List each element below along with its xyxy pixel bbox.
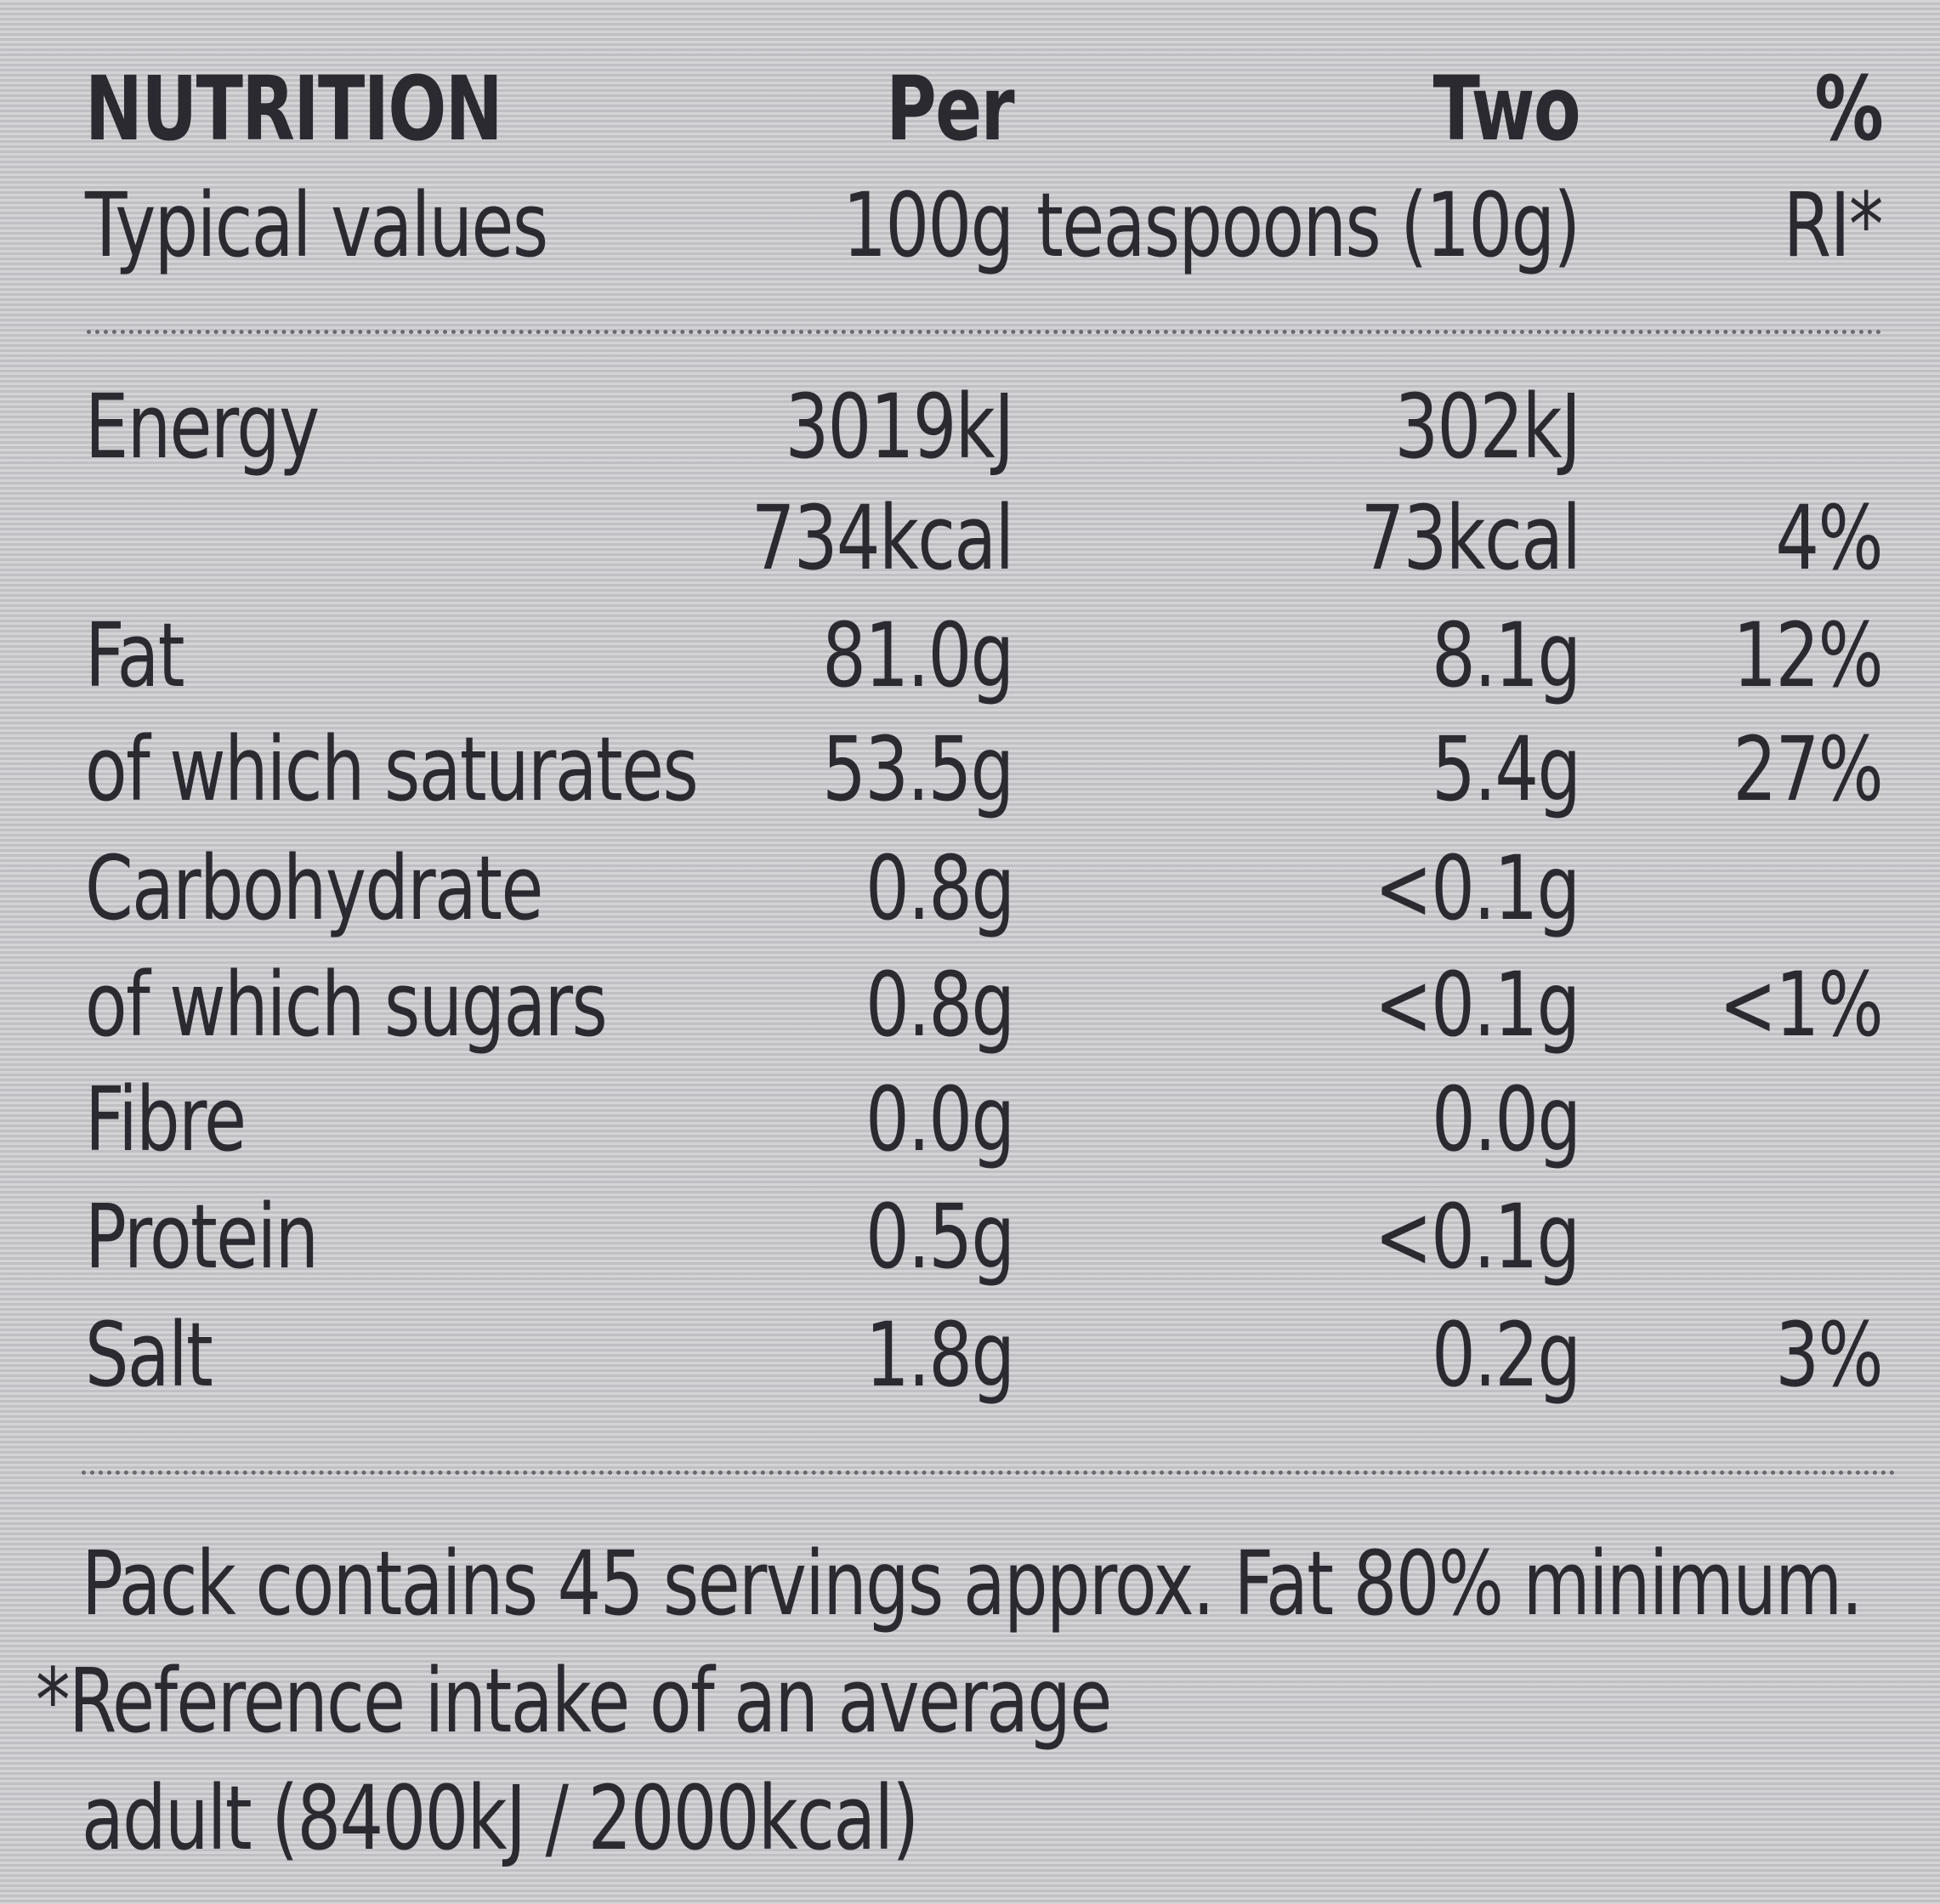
cell-per-serving: 0.0g [1431,1068,1581,1171]
cell-label: of which saturates [85,717,699,821]
cell-per-100g: 81.0g [822,604,1015,707]
header-ri: % [1814,57,1883,161]
cell-per-serving: 302kJ [1394,375,1580,479]
cell-per-serving: 5.4g [1431,717,1581,821]
footer-note: *Reference intake of an average [36,1649,1112,1753]
cell-per-serving: 73kcal [1360,486,1580,590]
cell-per-serving: 8.1g [1431,604,1581,707]
cell-label: Energy [85,375,320,479]
cell-label: of which sugars [85,953,608,1057]
cell-per-100g: 0.5g [865,1185,1015,1289]
cell-ri: <1% [1719,953,1884,1057]
cell-per-100g: 0.0g [865,1068,1015,1171]
cell-label: Carbohydrate [85,836,543,940]
cell-per-serving: <0.1g [1375,836,1580,940]
cell-per-100g: 0.8g [865,953,1015,1057]
footer-note: adult (8400kJ / 2000kcal) [82,1766,919,1870]
header-ri: RI* [1783,173,1884,277]
header-label: Typical values [85,173,548,277]
header-label: NUTRITION [85,57,503,161]
divider [82,1470,1896,1475]
cell-per-100g: 3019kJ [786,375,1015,479]
cell-ri: 27% [1733,717,1883,821]
cell-per-100g: 1.8g [865,1303,1015,1407]
header-per-100g: Per [886,57,1014,161]
cell-per-serving: 0.2g [1431,1303,1581,1407]
header-per-100g: 100g [842,173,1015,277]
header-per-serving: teaspoons (10g) [1036,173,1580,277]
cell-per-100g: 0.8g [865,836,1015,940]
cell-per-serving: <0.1g [1375,1185,1580,1289]
cell-ri: 12% [1733,604,1883,707]
cell-label: Fat [85,604,185,707]
cell-per-100g: 53.5g [822,717,1015,821]
cell-per-serving: <0.1g [1375,953,1580,1057]
cell-ri: 4% [1775,486,1883,590]
cell-label: Fibre [85,1068,247,1171]
header-per-serving: Two [1432,57,1581,161]
footer-note: Pack contains 45 servings approx. Fat 80… [82,1532,1863,1635]
cell-per-100g: 734kcal [752,486,1014,590]
cell-label: Protein [85,1185,319,1289]
divider [87,330,1882,334]
cell-label: Salt [85,1303,213,1407]
cell-ri: 3% [1775,1303,1883,1407]
